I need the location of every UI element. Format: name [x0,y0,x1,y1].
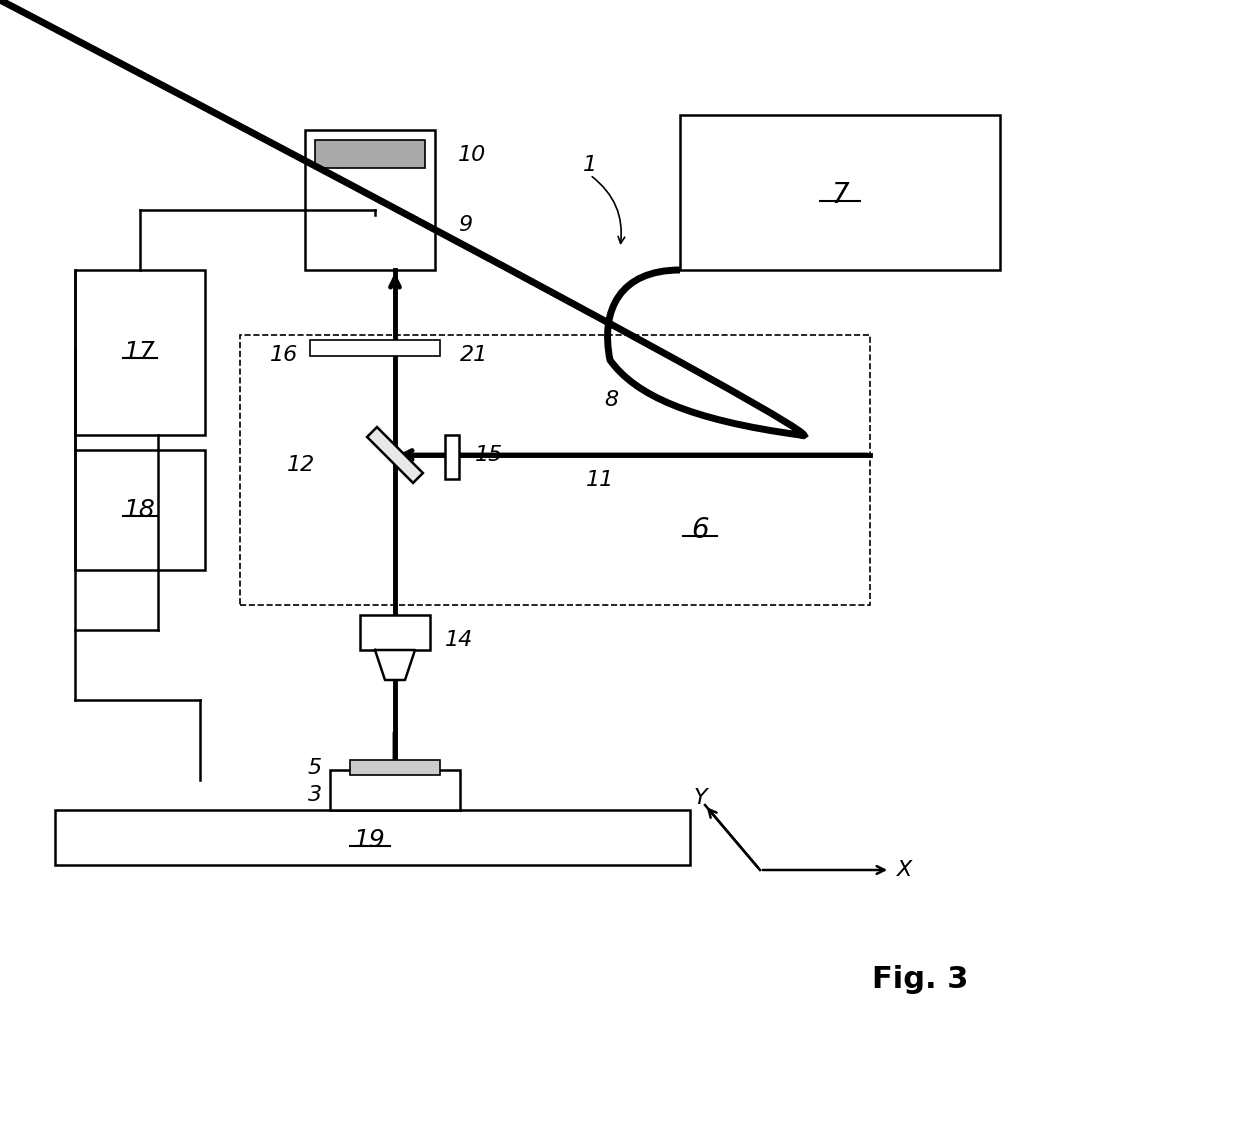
Text: 6: 6 [691,516,709,544]
Text: 14: 14 [445,631,474,650]
Text: 12: 12 [286,455,315,475]
Bar [350,760,440,775]
Text: 11: 11 [585,469,614,490]
Text: Fig. 3: Fig. 3 [872,965,968,995]
Text: 21: 21 [460,345,489,365]
Text: 10: 10 [458,145,486,166]
Bar [367,428,423,483]
Text: 8: 8 [604,390,618,411]
Text: 17: 17 [124,340,156,364]
Text: 3: 3 [308,785,322,805]
Text: 19: 19 [355,828,386,852]
Bar [680,115,999,270]
Text: 9: 9 [458,215,472,235]
Text: 5: 5 [308,758,322,778]
Bar [315,139,425,168]
Polygon shape [374,650,415,680]
Text: 15: 15 [475,445,503,465]
Text: 18: 18 [124,498,156,522]
Bar [55,810,689,865]
Bar [445,435,459,479]
Bar [241,335,870,606]
Bar [74,450,205,570]
Bar [310,340,440,356]
Text: Y: Y [693,788,707,809]
Text: 1: 1 [583,155,598,175]
Bar [330,770,460,810]
Text: X: X [898,860,913,880]
Text: 16: 16 [270,345,299,365]
Bar [74,270,205,435]
Text: 7: 7 [831,181,849,209]
Bar [305,130,435,270]
Bar [360,615,430,650]
